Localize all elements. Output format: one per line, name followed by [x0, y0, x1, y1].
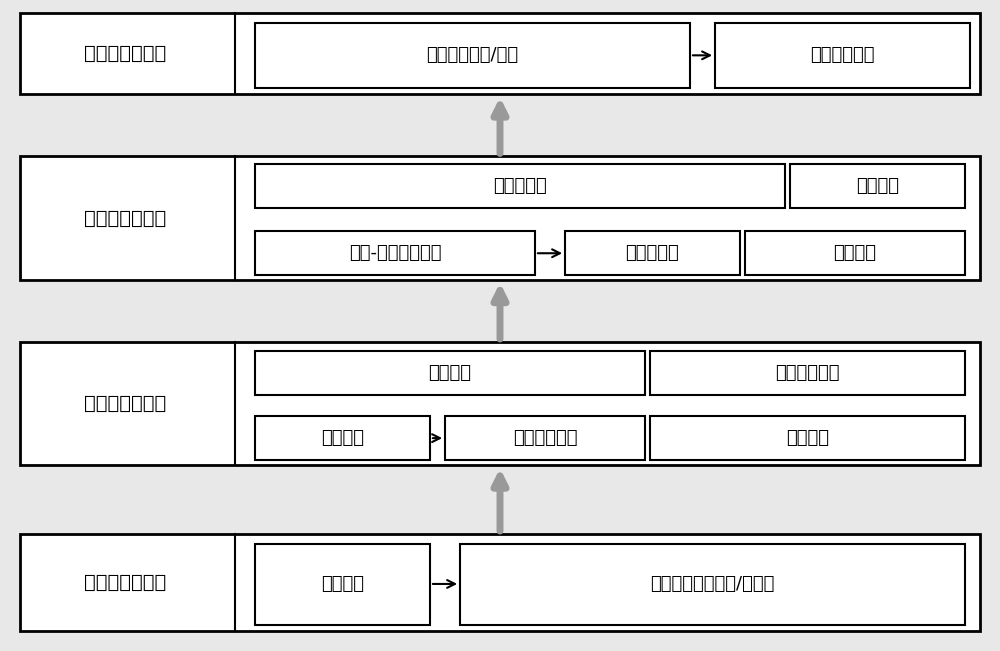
Text: 普洱钦斑检测: 普洱钦斑检测	[775, 364, 840, 382]
Bar	[255, 544, 430, 625]
Text: 注视点标定: 注视点标定	[626, 244, 679, 262]
Bar	[255, 23, 690, 88]
Bar	[565, 231, 740, 275]
Text: 图像获取: 图像获取	[321, 575, 364, 593]
Bar	[255, 231, 535, 275]
Bar	[715, 23, 970, 88]
Text: 感兴趣区选取/切换: 感兴趣区选取/切换	[426, 46, 519, 64]
Text: 眼动交互应用层: 眼动交互应用层	[84, 44, 166, 63]
Bar	[255, 351, 645, 395]
Text: 具体交互应用: 具体交互应用	[810, 46, 875, 64]
Bar	[650, 351, 965, 395]
Text: 眼动图像处理层: 眼动图像处理层	[84, 573, 166, 592]
Text: 眼动特征检测层: 眼动特征检测层	[84, 394, 166, 413]
Text: 瞳孔定位: 瞳孔定位	[321, 429, 364, 447]
Text: 其他数据: 其他数据	[856, 177, 899, 195]
Bar	[20, 156, 980, 280]
Text: 瞳孔检测: 瞳孔检测	[428, 364, 472, 382]
Bar	[20, 534, 980, 631]
Bar	[255, 164, 785, 208]
Bar	[790, 164, 965, 208]
Text: 注视点坐标: 注视点坐标	[493, 177, 547, 195]
Bar	[460, 544, 965, 625]
Text: 瞳孔-角膜反射向量: 瞳孔-角膜反射向量	[349, 244, 441, 262]
Bar	[745, 231, 965, 275]
Bar	[255, 416, 430, 460]
Bar	[20, 13, 980, 94]
Text: 瞳孔边缘拟合: 瞳孔边缘拟合	[513, 429, 577, 447]
Bar	[20, 342, 980, 465]
Text: 瞳孔直径: 瞳孔直径	[834, 244, 876, 262]
Text: 图像预处理：滤波/二值化: 图像预处理：滤波/二值化	[650, 575, 775, 593]
Bar	[650, 416, 965, 460]
Text: 模板匹配: 模板匹配	[786, 429, 829, 447]
Text: 眼动数据计算层: 眼动数据计算层	[84, 208, 166, 228]
Bar	[445, 416, 645, 460]
